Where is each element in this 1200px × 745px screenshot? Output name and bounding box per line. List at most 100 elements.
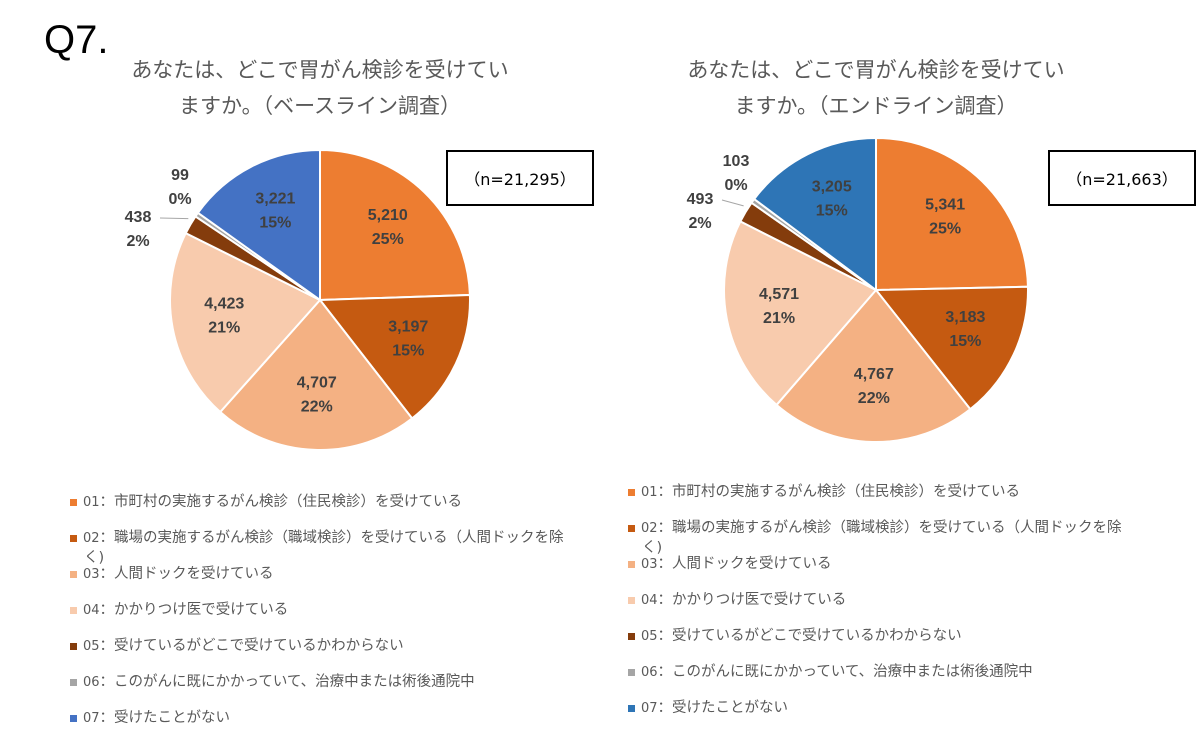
pie-slice-07 bbox=[752, 136, 877, 292]
legend-swatch bbox=[628, 560, 635, 568]
value-label: 3,197 bbox=[388, 318, 428, 335]
pie-slice-07 bbox=[196, 148, 321, 302]
legend-code: 04 bbox=[83, 603, 100, 618]
legend-swatch bbox=[70, 714, 77, 722]
value-label: 438 bbox=[125, 209, 152, 226]
value-label: 4,767 bbox=[854, 366, 894, 383]
leader-line bbox=[721, 199, 744, 207]
legend-text: ：市町村の実施するがん検診（住民検診）を受けている bbox=[99, 494, 463, 510]
pie-slice-04 bbox=[169, 231, 322, 414]
legend-code: 02 bbox=[641, 521, 658, 536]
pie-slice-02 bbox=[873, 285, 1029, 411]
percent-label: 0% bbox=[168, 191, 191, 208]
legend-item-02: 02：職場の実施するがん検診（職域検診）を受けている（人間ドックを除く) bbox=[628, 516, 1122, 556]
legend-code: 01 bbox=[83, 495, 100, 510]
legend-swatch bbox=[70, 678, 77, 686]
percent-label: 15% bbox=[816, 203, 848, 220]
pie-slice-01 bbox=[319, 148, 471, 302]
title-line-1: あなたは、どこで胃がん検診を受けてい bbox=[687, 58, 1065, 82]
legend-code: 05 bbox=[83, 639, 100, 654]
legend-item-01: 01：市町村の実施するがん検診（住民検診）を受けている bbox=[70, 490, 462, 511]
legend-swatch bbox=[628, 704, 635, 712]
legend-text: ：人間ドックを受けている bbox=[99, 566, 274, 582]
legend-swatch bbox=[70, 606, 77, 614]
legend-item-06: 06：このがんに既にかかっていて、治療中または術後通院中 bbox=[628, 660, 1033, 681]
legend-text-wrap: く) bbox=[642, 540, 663, 556]
legend-text: ：受けているがどこで受けているかわからない bbox=[657, 628, 962, 644]
value-label: 4,423 bbox=[204, 295, 244, 312]
value-label: 5,210 bbox=[368, 207, 408, 224]
percent-label: 15% bbox=[392, 342, 424, 359]
legend-code: 03 bbox=[641, 557, 658, 572]
value-label: 3,221 bbox=[255, 190, 295, 207]
legend-item-04: 04：かかりつけ医で受けている bbox=[70, 598, 288, 619]
title-line-2: ますか。（エンドライン調査） bbox=[734, 94, 1018, 118]
question-number: Q7. bbox=[44, 18, 109, 62]
legend-text-wrap: く) bbox=[84, 550, 105, 566]
legend-text: ：受けているがどこで受けているかわからない bbox=[99, 638, 404, 654]
legend-text: ：かかりつけ医で受けている bbox=[657, 592, 847, 608]
legend-code: 06 bbox=[83, 675, 100, 690]
value-label: 4,571 bbox=[759, 286, 799, 303]
leader-line bbox=[159, 217, 189, 220]
legend-item-07: 07：受けたことがない bbox=[70, 706, 230, 727]
chart-title-baseline: あなたは、どこで胃がん検診を受けてい ますか。（ベースライン調査） bbox=[60, 52, 580, 124]
legend-item-05: 05：受けているがどこで受けているかわからない bbox=[628, 624, 962, 645]
pie-slice-03 bbox=[218, 298, 414, 451]
value-label: 103 bbox=[723, 153, 750, 170]
legend-swatch bbox=[628, 524, 635, 532]
legend-text: ：かかりつけ医で受けている bbox=[99, 602, 289, 618]
pie-slice-01 bbox=[875, 136, 1029, 292]
legend-text: ：受けたことがない bbox=[99, 710, 231, 726]
legend-text: ：職場の実施するがん検診（職域検診）を受けている（人間ドックを除 bbox=[99, 530, 564, 546]
legend-code: 04 bbox=[641, 593, 658, 608]
legend-code: 02 bbox=[83, 531, 100, 546]
legend-text: ：職場の実施するがん検診（職域検診）を受けている（人間ドックを除 bbox=[657, 520, 1122, 536]
legend-swatch bbox=[628, 488, 635, 496]
percent-label: 25% bbox=[929, 220, 961, 237]
legend-item-04: 04：かかりつけ医で受けている bbox=[628, 588, 846, 609]
legend-code: 05 bbox=[641, 629, 658, 644]
legend-code: 07 bbox=[83, 711, 100, 726]
legend-item-01: 01：市町村の実施するがん検診（住民検診）を受けている bbox=[628, 480, 1020, 501]
sample-size-box-endline: （n=21,663） bbox=[1048, 150, 1196, 206]
percent-label: 2% bbox=[126, 233, 149, 250]
percent-label: 15% bbox=[259, 214, 291, 231]
legend-text: ：市町村の実施するがん検診（住民検診）を受けている bbox=[657, 484, 1021, 500]
legend-code: 06 bbox=[641, 665, 658, 680]
title-line-1: あなたは、どこで胃がん検診を受けてい bbox=[131, 58, 509, 82]
pie-slice-02 bbox=[318, 293, 471, 420]
legend-item-03: 03：人間ドックを受けている bbox=[628, 552, 832, 573]
legend-swatch bbox=[628, 632, 635, 640]
legend-item-02: 02：職場の実施するがん検診（職域検診）を受けている（人間ドックを除く) bbox=[70, 526, 564, 566]
percent-label: 25% bbox=[372, 231, 404, 248]
pie-slice-04 bbox=[723, 220, 878, 407]
legend-swatch bbox=[628, 596, 635, 604]
value-label: 5,341 bbox=[925, 196, 965, 213]
sample-size-box-baseline: （n=21,295） bbox=[446, 150, 594, 206]
legend-item-05: 05：受けているがどこで受けているかわからない bbox=[70, 634, 404, 655]
legend-code: 01 bbox=[641, 485, 658, 500]
legend-item-07: 07：受けたことがない bbox=[628, 696, 788, 717]
percent-label: 22% bbox=[301, 398, 333, 415]
pie-slice-03 bbox=[775, 288, 972, 443]
percent-label: 15% bbox=[949, 333, 981, 350]
legend-code: 03 bbox=[83, 567, 100, 582]
legend-item-03: 03：人間ドックを受けている bbox=[70, 562, 274, 583]
percent-label: 2% bbox=[688, 215, 711, 232]
legend-swatch bbox=[628, 668, 635, 676]
title-line-2: ますか。（ベースライン調査） bbox=[178, 94, 462, 118]
legend-item-06: 06：このがんに既にかかっていて、治療中または術後通院中 bbox=[70, 670, 475, 691]
percent-label: 0% bbox=[724, 177, 747, 194]
legend-swatch bbox=[70, 498, 77, 506]
legend-swatch bbox=[70, 570, 77, 578]
value-label: 4,707 bbox=[297, 374, 337, 391]
chart-title-endline: あなたは、どこで胃がん検診を受けてい ますか。（エンドライン調査） bbox=[616, 52, 1136, 124]
percent-label: 22% bbox=[858, 390, 890, 407]
legend-text: ：このがんに既にかかっていて、治療中または術後通院中 bbox=[99, 674, 475, 690]
legend-swatch bbox=[70, 642, 77, 650]
value-label: 3,205 bbox=[812, 179, 852, 196]
value-label: 99 bbox=[171, 167, 189, 184]
value-label: 493 bbox=[687, 191, 714, 208]
